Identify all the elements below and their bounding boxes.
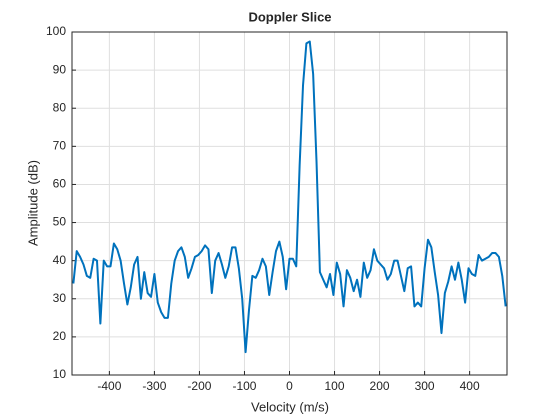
x-tick-label: 0: [286, 379, 293, 393]
y-tick-label: 80: [53, 100, 67, 114]
y-tick-label: 60: [53, 177, 67, 191]
x-tick-label: -100: [232, 379, 256, 393]
x-tick-label: 200: [370, 379, 390, 393]
x-tick-label: -300: [142, 379, 166, 393]
y-tick-label: 10: [53, 367, 67, 381]
x-axis-label: Velocity (m/s): [251, 399, 329, 414]
x-tick-label: 300: [415, 379, 435, 393]
y-tick-label: 50: [53, 215, 67, 229]
y-axis-label: Amplitude (dB): [25, 160, 40, 246]
axes-box: [71, 31, 508, 376]
y-tick-label: 40: [53, 253, 67, 267]
x-tick-label: 100: [325, 379, 345, 393]
y-tick-label: 30: [53, 291, 67, 305]
y-tick-label: 70: [53, 139, 67, 153]
y-tick-label: 90: [53, 62, 67, 76]
data-line: [72, 40, 507, 354]
y-tick-label: 100: [46, 24, 66, 38]
x-tick-label: -400: [97, 379, 121, 393]
x-tick-label: 400: [460, 379, 480, 393]
chart-title: Doppler Slice: [248, 9, 331, 24]
x-tick-label: -200: [187, 379, 211, 393]
y-tick-label: 20: [53, 329, 67, 343]
